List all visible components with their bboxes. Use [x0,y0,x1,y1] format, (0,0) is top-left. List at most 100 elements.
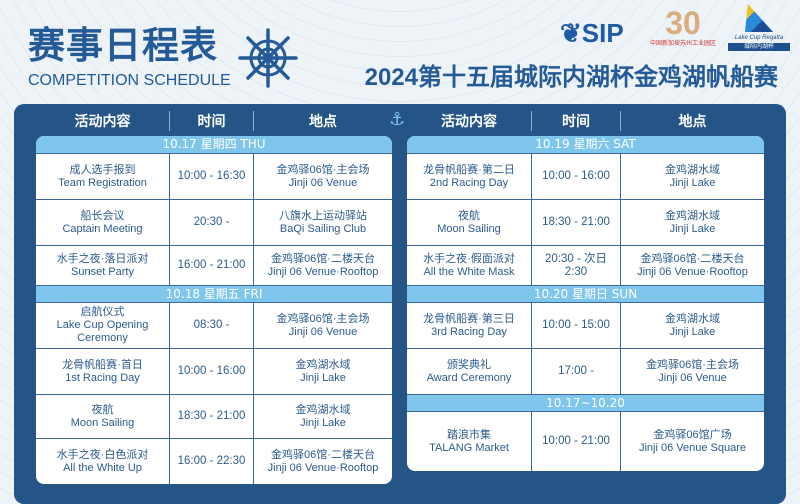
schedule-table-right: 10.19 星期六 SAT 龙骨帆船赛·第二日 2nd Racing Day 10:0… [407,136,764,471]
schedule-row: 水手之夜·落日派对 Sunset Party 16:00 - 21:00 金鸡驿06馆… [36,245,392,285]
activity-en: 2nd Racing Day [429,176,509,189]
activity-en: All the White Up [63,461,142,474]
anniversary-logo: 30 中国新加坡苏州工业园区 [650,5,717,47]
venue-venue-en: Jinji 06 Venue·Rooftop [267,461,379,474]
time-time: 10:00 - 16:30 [177,170,246,182]
date-band: 10.18 星期五 FRI [36,285,392,302]
activity-cell: 水手之夜·假面派对 All the White Mask [407,246,532,285]
schedule-table-left: 10.17 星期四 THU 成人选手报到 Team Registration 10:0… [36,136,392,484]
time-cell: 10:00 - 16:30 [170,154,254,199]
column-time: 时间 [170,111,254,131]
time-cell: 10:00 - 21:00 [532,412,621,471]
venue-cell: 金鸡驿06馆·二楼天台 Jinji 06 Venue·Rooftop [621,246,764,285]
right-column-headers: 活动内容 时间 地点 [407,108,764,134]
activity-cell: 踏浪市集 TALANG Market [407,412,532,471]
activity-en: Moon Sailing [70,416,135,429]
time-cell: 10:00 - 15:00 [532,303,621,348]
activity-cell: 颁奖典礼 Award Ceremony [407,349,532,394]
time-cell: 08:30 - [170,303,254,348]
page-title: 赛事日程表 [28,24,218,67]
venue-venue-cn: 金鸡驿06馆·主会场 [276,312,370,325]
venue-venue-en: Jinji 06 Venue·Rooftop [267,265,379,278]
schedule-row: 水手之夜·白色派对 All the White Up 16:00 - 22:30 金鸡… [36,438,392,484]
time-time: 20:30 - 次日2:30 [545,252,607,278]
time-cell: 10:00 - 16:00 [170,349,254,394]
venue-venue-en: Jinji Lake [300,371,346,384]
activity-cell: 水手之夜·白色派对 All the White Up [36,439,170,484]
venue-cell: 金鸡湖水域 Jinji Lake [254,349,392,394]
venue-cell: 金鸡驿06馆·主会场 Jinji 06 Venue [254,303,392,348]
schedule-row: 船长会议 Captain Meeting 20:30 - 八旗水上运动驿站 BaQi S… [36,199,392,245]
column-venue: 地点 [678,114,707,130]
activity-en: Award Ceremony [426,371,512,384]
venue-venue-cn: 金鸡驿06馆·主会场 [276,163,370,176]
venue-venue-en: Jinji 06 Venue·Rooftop [637,265,748,278]
time-cell: 20:30 - 次日2:30 [532,246,621,285]
column-activity: 活动内容 [407,111,532,131]
venue-venue-cn: 金鸡湖水域 [295,403,351,416]
schedule-row: 启航仪式 Lake Cup Opening Ceremony 08:30 - 金鸡驿0… [36,302,392,348]
activity-cell: 龙骨帆船赛·第二日 2nd Racing Day [407,154,532,199]
schedule-row: 踏浪市集 TALANG Market 10:00 - 21:00 金鸡驿06馆广场 Ji… [407,411,764,471]
time-cell: 18:30 - 21:00 [170,395,254,438]
schedule-row: 水手之夜·假面派对 All the White Mask 20:30 - 次日2:3… [407,245,764,285]
schedule-row: 夜航 Moon Sailing 18:30 - 21:00 金鸡湖水域 Jinji La… [36,394,392,438]
activity-cell: 启航仪式 Lake Cup Opening Ceremony [36,303,170,348]
activity-cell: 龙骨帆船赛·首日 1st Racing Day [36,349,170,394]
venue-cell: 金鸡驿06馆·二楼天台 Jinji 06 Venue·Rooftop [254,246,392,285]
activity-en: Sunset Party [71,265,134,278]
sip-logo: ❦SIP [560,18,624,48]
activity-cell: 水手之夜·落日派对 Sunset Party [36,246,170,285]
venue-venue-cn: 金鸡驿06馆·二楼天台 [271,252,375,265]
event-title: 2024第十五届城际内湖杯金鸡湖帆船赛 [364,64,778,91]
schedule-row: 龙骨帆船赛·第三日 3rd Racing Day 10:00 - 15:00 金鸡湖水… [407,302,764,348]
schedule-row: 龙骨帆船赛·第二日 2nd Racing Day 10:00 - 16:00 金鸡湖水… [407,153,764,199]
venue-cell: 金鸡驿06馆·主会场 Jinji 06 Venue [621,349,764,394]
venue-venue-en: Jinji 06 Venue Square [638,441,747,454]
time-time: 16:00 - 21:00 [177,259,246,271]
venue-venue-cn: 金鸡湖水域 [665,312,720,325]
time-cell: 17:00 - [532,349,621,394]
activity-en: Moon Sailing [437,222,501,235]
venue-venue-en: Jinji 06 Venue [658,371,727,384]
time-time: 10:00 - 21:00 [542,435,610,447]
venue-venue-cn: 金鸡湖水域 [295,358,351,371]
activity-cn: 龙骨帆船赛·第三日 [423,312,515,325]
date-band: 10.17 星期四 THU [36,136,392,153]
column-time: 时间 [532,111,621,131]
date-band: 10.19 星期六 SAT [407,136,764,153]
venue-cell: 金鸡驿06馆广场 Jinji 06 Venue Square [621,412,764,471]
venue-venue-cn: 金鸡湖水域 [665,209,720,222]
activity-cn: 踏浪市集 [447,428,491,441]
venue-venue-en: Jinji 06 Venue [288,176,358,189]
activity-cn: 水手之夜·白色派对 [56,448,149,461]
activity-cn: 水手之夜·假面派对 [423,252,515,265]
venue-cell: 金鸡驿06馆·主会场 Jinji 06 Venue [254,154,392,199]
venue-venue-en: BaQi Sailing Club [279,222,367,235]
activity-cn: 龙骨帆船赛·第二日 [423,163,515,176]
activity-cn: 龙骨帆船赛·首日 [62,358,143,371]
time-time: 17:00 - [558,365,594,377]
venue-cell: 金鸡湖水域 Jinji Lake [621,154,764,199]
column-venue: 地点 [309,114,337,130]
venue-venue-cn: 金鸡驿06馆·二楼天台 [271,448,375,461]
activity-en: Team Registration [58,176,147,189]
venue-cell: 金鸡湖水域 Jinji Lake [621,303,764,348]
time-time: 10:00 - 16:00 [177,365,246,377]
activity-cell: 船长会议 Captain Meeting [36,200,170,245]
activity-en: 1st Racing Day [65,371,140,384]
schedule-row: 颁奖典礼 Award Ceremony 17:00 - 金鸡驿06馆·主会场 Jinji… [407,348,764,394]
activity-en: Captain Meeting [62,222,143,235]
left-column-headers: 活动内容 时间 地点 [36,108,392,134]
anchor-icon: ⚓ [389,109,406,130]
activity-cn: 夜航 [91,403,114,416]
activity-cell: 龙骨帆船赛·第三日 3rd Racing Day [407,303,532,348]
venue-venue-en: Jinji Lake [300,416,346,429]
activity-cn: 水手之夜·落日派对 [56,252,149,265]
venue-cell: 金鸡湖水域 Jinji Lake [254,395,392,438]
activity-en: 3rd Racing Day [431,325,507,338]
time-time: 08:30 - [193,319,230,331]
page-title-en: COMPETITION SCHEDULE [28,72,231,89]
activity-cn: 船长会议 [80,209,125,222]
schedule-row: 成人选手报到 Team Registration 10:00 - 16:30 金鸡驿0… [36,153,392,199]
